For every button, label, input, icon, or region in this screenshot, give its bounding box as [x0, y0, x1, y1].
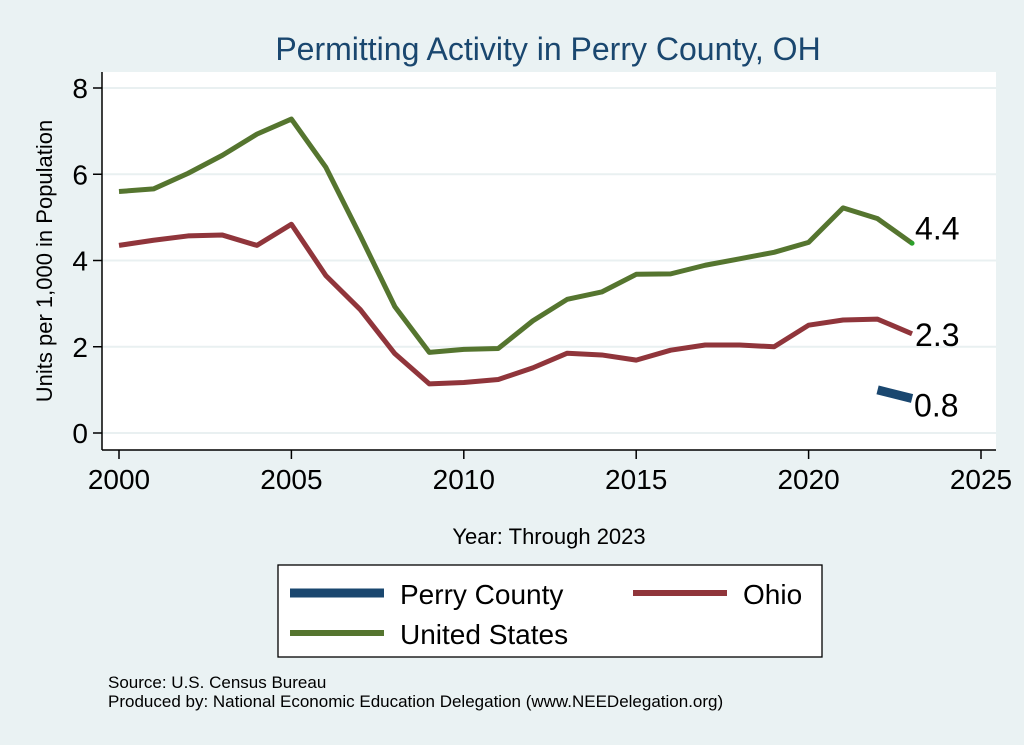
source-note: Source: U.S. Census Bureau: [108, 673, 327, 692]
legend-label-perry-county: Perry County: [400, 579, 563, 610]
x-tick-label-2000: 2000: [88, 464, 150, 495]
legend-box: [277, 564, 823, 658]
x-tick-label-2005: 2005: [260, 464, 322, 495]
series-line-united-states: [118, 116, 914, 355]
legend-label-ohio: Ohio: [743, 579, 802, 610]
gridlines: [102, 87, 996, 434]
end-label-perry-county: 0.8: [914, 388, 958, 424]
x-tick-label-2015: 2015: [605, 464, 667, 495]
x-tick-label-2020: 2020: [777, 464, 839, 495]
series-layer: [118, 116, 915, 403]
end-labels: 0.8 2.3 4.4: [914, 210, 959, 423]
legend-label-united-states: United States: [400, 619, 568, 650]
series-end-marker-united-states: [909, 240, 915, 246]
y-tick-label-0: 0: [72, 418, 88, 449]
y-tick-label-8: 8: [72, 73, 88, 104]
end-label-united-states: 4.4: [915, 210, 959, 246]
x-axis-label: Year: Through 2023: [452, 524, 645, 549]
series-line-perry-county: [876, 385, 914, 403]
axes: 0 2 4 6 8 2000 2005 2010 2015 2020 2025: [72, 72, 1012, 495]
chart-title: Permitting Activity in Perry County, OH: [275, 31, 820, 67]
x-tick-label-2010: 2010: [433, 464, 495, 495]
legend: Perry County Ohio United States: [277, 564, 823, 658]
y-axis-label: Units per 1,000 in Population: [32, 120, 57, 403]
y-tick-label-6: 6: [72, 159, 88, 190]
y-tick-label-2: 2: [72, 332, 88, 363]
y-tick-label-4: 4: [72, 246, 88, 277]
x-tick-label-2025: 2025: [950, 464, 1012, 495]
series-line-ohio: [118, 221, 914, 387]
end-label-ohio: 2.3: [915, 317, 959, 353]
produced-by-note: Produced by: National Economic Education…: [108, 692, 724, 711]
